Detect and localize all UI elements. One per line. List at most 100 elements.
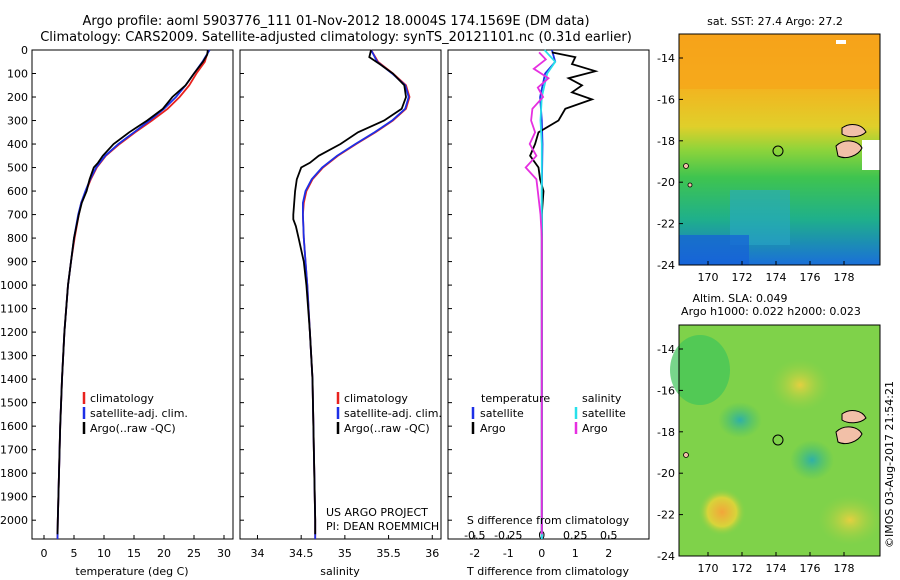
map-x-tick-label: 176 — [800, 271, 821, 284]
difference-panel-frame — [447, 49, 650, 540]
legend-label-s-argo: Argo — [582, 422, 608, 435]
map-x-tick-label: 170 — [698, 271, 719, 284]
depth-tick-label: 1700 — [0, 444, 28, 457]
legend-head-salinity: salinity — [582, 392, 622, 405]
sst-map-title: sat. SST: 27.4 Argo: 27.2 — [707, 15, 843, 28]
depth-tick-label: 1600 — [0, 420, 28, 433]
x-tick-label: 34.5 — [289, 547, 314, 560]
sla-teal-patch-2 — [790, 440, 834, 480]
depth-tick-label: 1400 — [0, 373, 28, 386]
legend-label-climatology: climatology — [344, 392, 408, 405]
s-diff-tick-label: -0.25 — [494, 529, 522, 542]
map-x-tick-label: 178 — [834, 562, 855, 575]
series-line-climatology — [56, 49, 210, 540]
sst-cloud-gap — [836, 40, 846, 44]
x-tick-label: -1 — [503, 547, 514, 560]
salinity-legend: climatology satellite-adj. clim. Argo(..… — [326, 392, 442, 533]
depth-tick-label: 1000 — [0, 279, 28, 292]
map-y-tick-label: -20 — [657, 176, 675, 189]
fiji-island-sla — [835, 426, 863, 445]
map-y-tick-label: -24 — [657, 550, 675, 563]
depth-tick-label: 1800 — [0, 467, 28, 480]
series-line-salinity-argo — [524, 51, 550, 535]
island-dot — [683, 452, 689, 458]
x-tick-label: 35.5 — [376, 547, 401, 560]
map-x-tick-label: 178 — [834, 271, 855, 284]
s-difference-axis-label: S difference from climatology — [467, 514, 630, 527]
sst-map-ticks: -14 -16 -18 -20 -22 -24 170 172 174 176 178 — [657, 52, 854, 284]
depth-tick-label: 300 — [7, 115, 28, 128]
temperature-axis-label: temperature (deg C) — [75, 565, 188, 578]
series-line-argo-raw-qc — [56, 49, 209, 535]
depth-tick-label: 1900 — [0, 491, 28, 504]
salinity-panel-frame — [239, 49, 442, 540]
x-tick-label: 20 — [157, 547, 171, 560]
title-line-2: Climatology: CARS2009. Satellite-adjuste… — [40, 30, 632, 45]
sst-cloud-gap-2 — [862, 140, 880, 170]
depth-tick-label: 1200 — [0, 326, 28, 339]
series-line-climatology — [301, 49, 411, 539]
sst-map-frame — [678, 33, 881, 266]
title-line-1: Argo profile: aoml 5903776_111 01-Nov-20… — [82, 14, 589, 29]
s-diff-tick-label: -0.5 — [464, 529, 485, 542]
depth-tick-label: 1300 — [0, 350, 28, 363]
credit-project: US ARGO PROJECT — [326, 506, 428, 519]
legend-label-argo: Argo(..raw -QC) — [90, 422, 176, 435]
x-tick-label: 0 — [538, 547, 545, 560]
map-x-tick-label: 174 — [766, 271, 787, 284]
map-y-tick-label: -16 — [657, 93, 675, 106]
sla-yellow-patch-2 — [818, 495, 882, 545]
series-line-satellite-adj-clim — [301, 49, 410, 539]
legend-label-satellite: satellite-adj. clim. — [344, 407, 442, 420]
salinity-series — [292, 49, 411, 539]
x-tick-label: 2 — [605, 547, 612, 560]
x-tick-label: 34 — [250, 547, 264, 560]
watermark: ©IMOS 03-Aug-2017 21:54:21 — [883, 381, 896, 548]
sla-green-patch — [670, 335, 730, 405]
legend-label-satellite: satellite-adj. clim. — [90, 407, 188, 420]
depth-tick-label: 400 — [7, 138, 28, 151]
x-tick-label: 1 — [572, 547, 579, 560]
argo-location-marker — [772, 434, 784, 446]
map-y-tick-label: -22 — [657, 218, 675, 231]
temperature-series — [56, 49, 211, 540]
x-tick-label: 35 — [338, 547, 352, 560]
island-dot — [683, 163, 689, 169]
depth-tick-label: 100 — [7, 68, 28, 81]
x-tick-label: 25 — [187, 547, 201, 560]
salinity-axis-label: salinity — [320, 565, 360, 578]
series-line-satellite-adj-clim — [56, 49, 211, 540]
depth-tick-label: 0 — [21, 44, 28, 57]
temperature-panel-frame — [31, 49, 234, 540]
map-y-tick-label: -14 — [657, 52, 675, 65]
map-y-tick-label: -20 — [657, 467, 675, 480]
legend-label-climatology: climatology — [90, 392, 154, 405]
map-y-tick-label: -18 — [657, 426, 675, 439]
fiji-island-sst — [835, 140, 863, 159]
sla-map-title-1: Altim. SLA: 0.049 — [692, 292, 787, 305]
credit-pi: PI: DEAN ROEMMICH — [326, 520, 439, 533]
legend-head-temperature: temperature — [481, 392, 550, 405]
depth-tick-label: 600 — [7, 185, 28, 198]
x-tick-label: 15 — [127, 547, 141, 560]
sla-map-frame — [678, 324, 881, 557]
sst-map — [678, 33, 881, 266]
argo-location-marker — [772, 145, 784, 157]
x-tick-label: -2 — [469, 547, 480, 560]
s-diff-tick-label: 0.25 — [563, 529, 588, 542]
x-tick-label: 30 — [217, 547, 231, 560]
sla-map-ticks: -14 -16 -18 -20 -22 -24 170 172 174 176 178 — [657, 343, 854, 575]
difference-legend: temperature salinity satellite Argo sate… — [467, 392, 630, 527]
x-tick-label: 0 — [41, 547, 48, 560]
sst-deep-patch — [679, 235, 749, 265]
x-tick-label: 10 — [97, 547, 111, 560]
depth-axis-labels: 0 100 200 300 400 500 600 700 800 900 1000 1100 1200… — [0, 44, 452, 527]
fiji-island-sst-2 — [841, 124, 867, 138]
t-difference-axis-label: T difference from climatology — [466, 565, 629, 578]
x-tick-label: 36 — [425, 547, 439, 560]
difference-x-ticks: -2 -1 0 1 2-0.5 -0.25 0 0.25 0.5 — [464, 529, 617, 560]
x-tick-label: 5 — [71, 547, 78, 560]
map-x-tick-label: 176 — [800, 562, 821, 575]
